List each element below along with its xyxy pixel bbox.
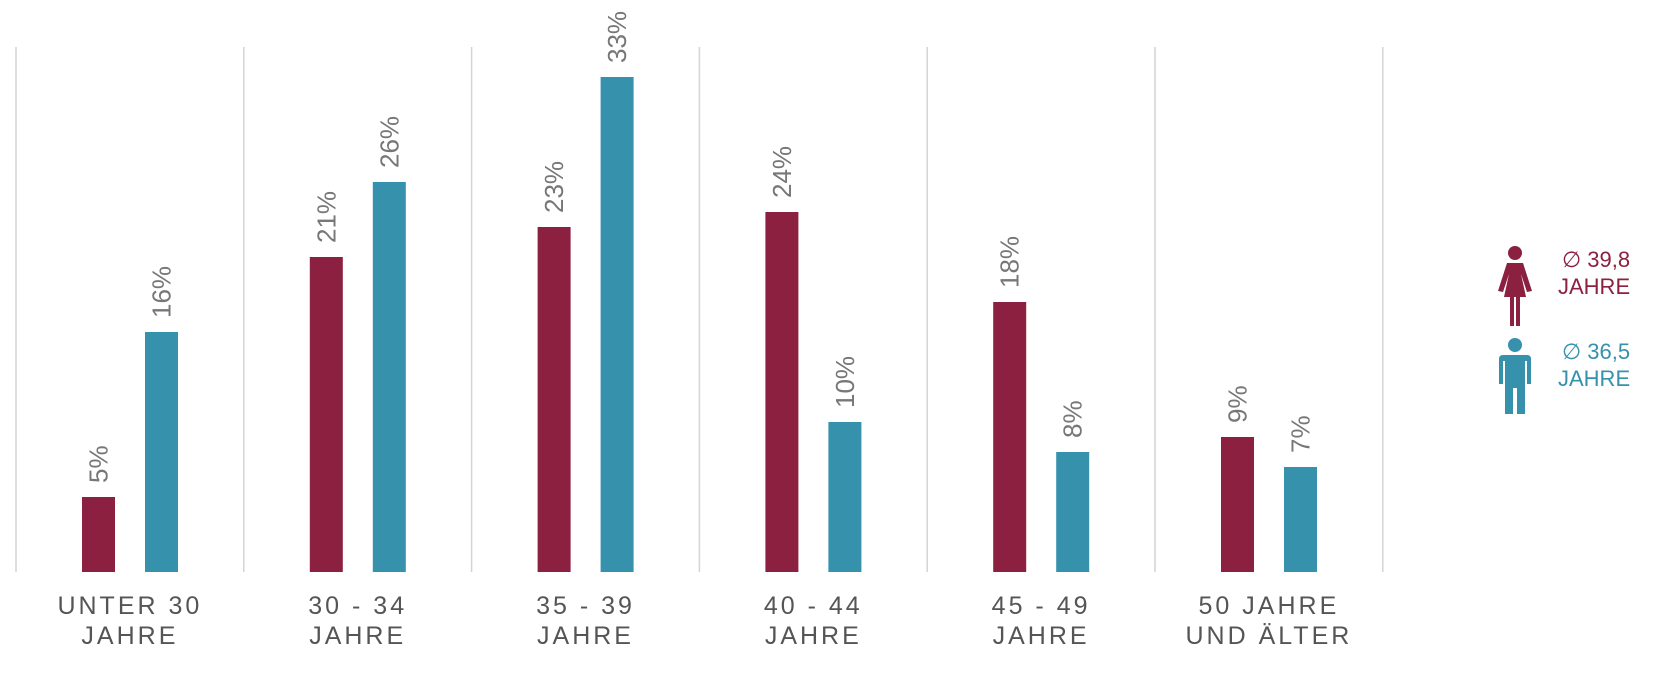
- category-label: JAHRE: [765, 622, 862, 650]
- category-label: 40 - 44: [764, 592, 863, 620]
- bar-female-5: [1221, 437, 1254, 572]
- category-label: JAHRE: [309, 622, 406, 650]
- value-labels: 5% 21% 23% 24% 18% 9% 16% 26% 33% 10% 8% 7%: [84, 11, 1316, 483]
- bar-male-0: [145, 332, 178, 572]
- bar-male-4: [1056, 452, 1090, 572]
- age-distribution-chart: 5% 21% 23% 24% 18% 9% 16% 26% 33% 10% 8% 7% UNTER 3…: [15, 11, 1384, 650]
- value-label: 24%: [767, 146, 797, 198]
- bar-male-5: [1284, 467, 1317, 572]
- bar-female-4: [993, 302, 1027, 572]
- category-label: 50 JAHRE: [1199, 592, 1340, 620]
- value-label: 18%: [995, 236, 1025, 288]
- category-label: UND ÄLTER: [1185, 622, 1352, 650]
- value-label: 21%: [311, 191, 341, 243]
- category-label: JAHRE: [537, 622, 634, 650]
- category-label: UNTER 30: [57, 592, 202, 620]
- value-label: 33%: [602, 11, 632, 63]
- value-label: 7%: [1286, 415, 1316, 453]
- category-label: 30 - 34: [308, 592, 407, 620]
- bar-female-0: [82, 497, 115, 572]
- bar-female-2: [537, 227, 571, 572]
- separator-lines: [15, 47, 1384, 572]
- male-icon: [1499, 338, 1531, 414]
- category-label: JAHRE: [81, 622, 178, 650]
- bars: [82, 77, 1317, 572]
- category-label: 45 - 49: [992, 592, 1091, 620]
- value-label: 8%: [1058, 400, 1088, 438]
- female-average: ∅ 39,8: [1562, 247, 1631, 272]
- female-average-text: ∅ 39,8 JAHRE: [1558, 246, 1630, 300]
- bar-male-1: [372, 182, 406, 572]
- value-label: 10%: [830, 356, 860, 408]
- bar-male-2: [600, 77, 634, 572]
- category-label: 35 - 39: [536, 592, 635, 620]
- bar-male-3: [828, 422, 862, 572]
- value-label: 9%: [1223, 385, 1253, 423]
- female-unit: JAHRE: [1558, 274, 1631, 299]
- value-label: 23%: [539, 161, 569, 213]
- male-average: ∅ 36,5: [1562, 339, 1631, 364]
- female-icon: [1498, 246, 1532, 326]
- bar-female-1: [309, 257, 343, 572]
- male-average-text: ∅ 36,5 JAHRE: [1558, 338, 1630, 392]
- category-label: JAHRE: [993, 622, 1090, 650]
- value-label: 5%: [84, 445, 114, 483]
- value-label: 16%: [147, 266, 177, 318]
- bar-female-3: [765, 212, 799, 572]
- value-label: 26%: [374, 116, 404, 168]
- male-unit: JAHRE: [1558, 366, 1631, 391]
